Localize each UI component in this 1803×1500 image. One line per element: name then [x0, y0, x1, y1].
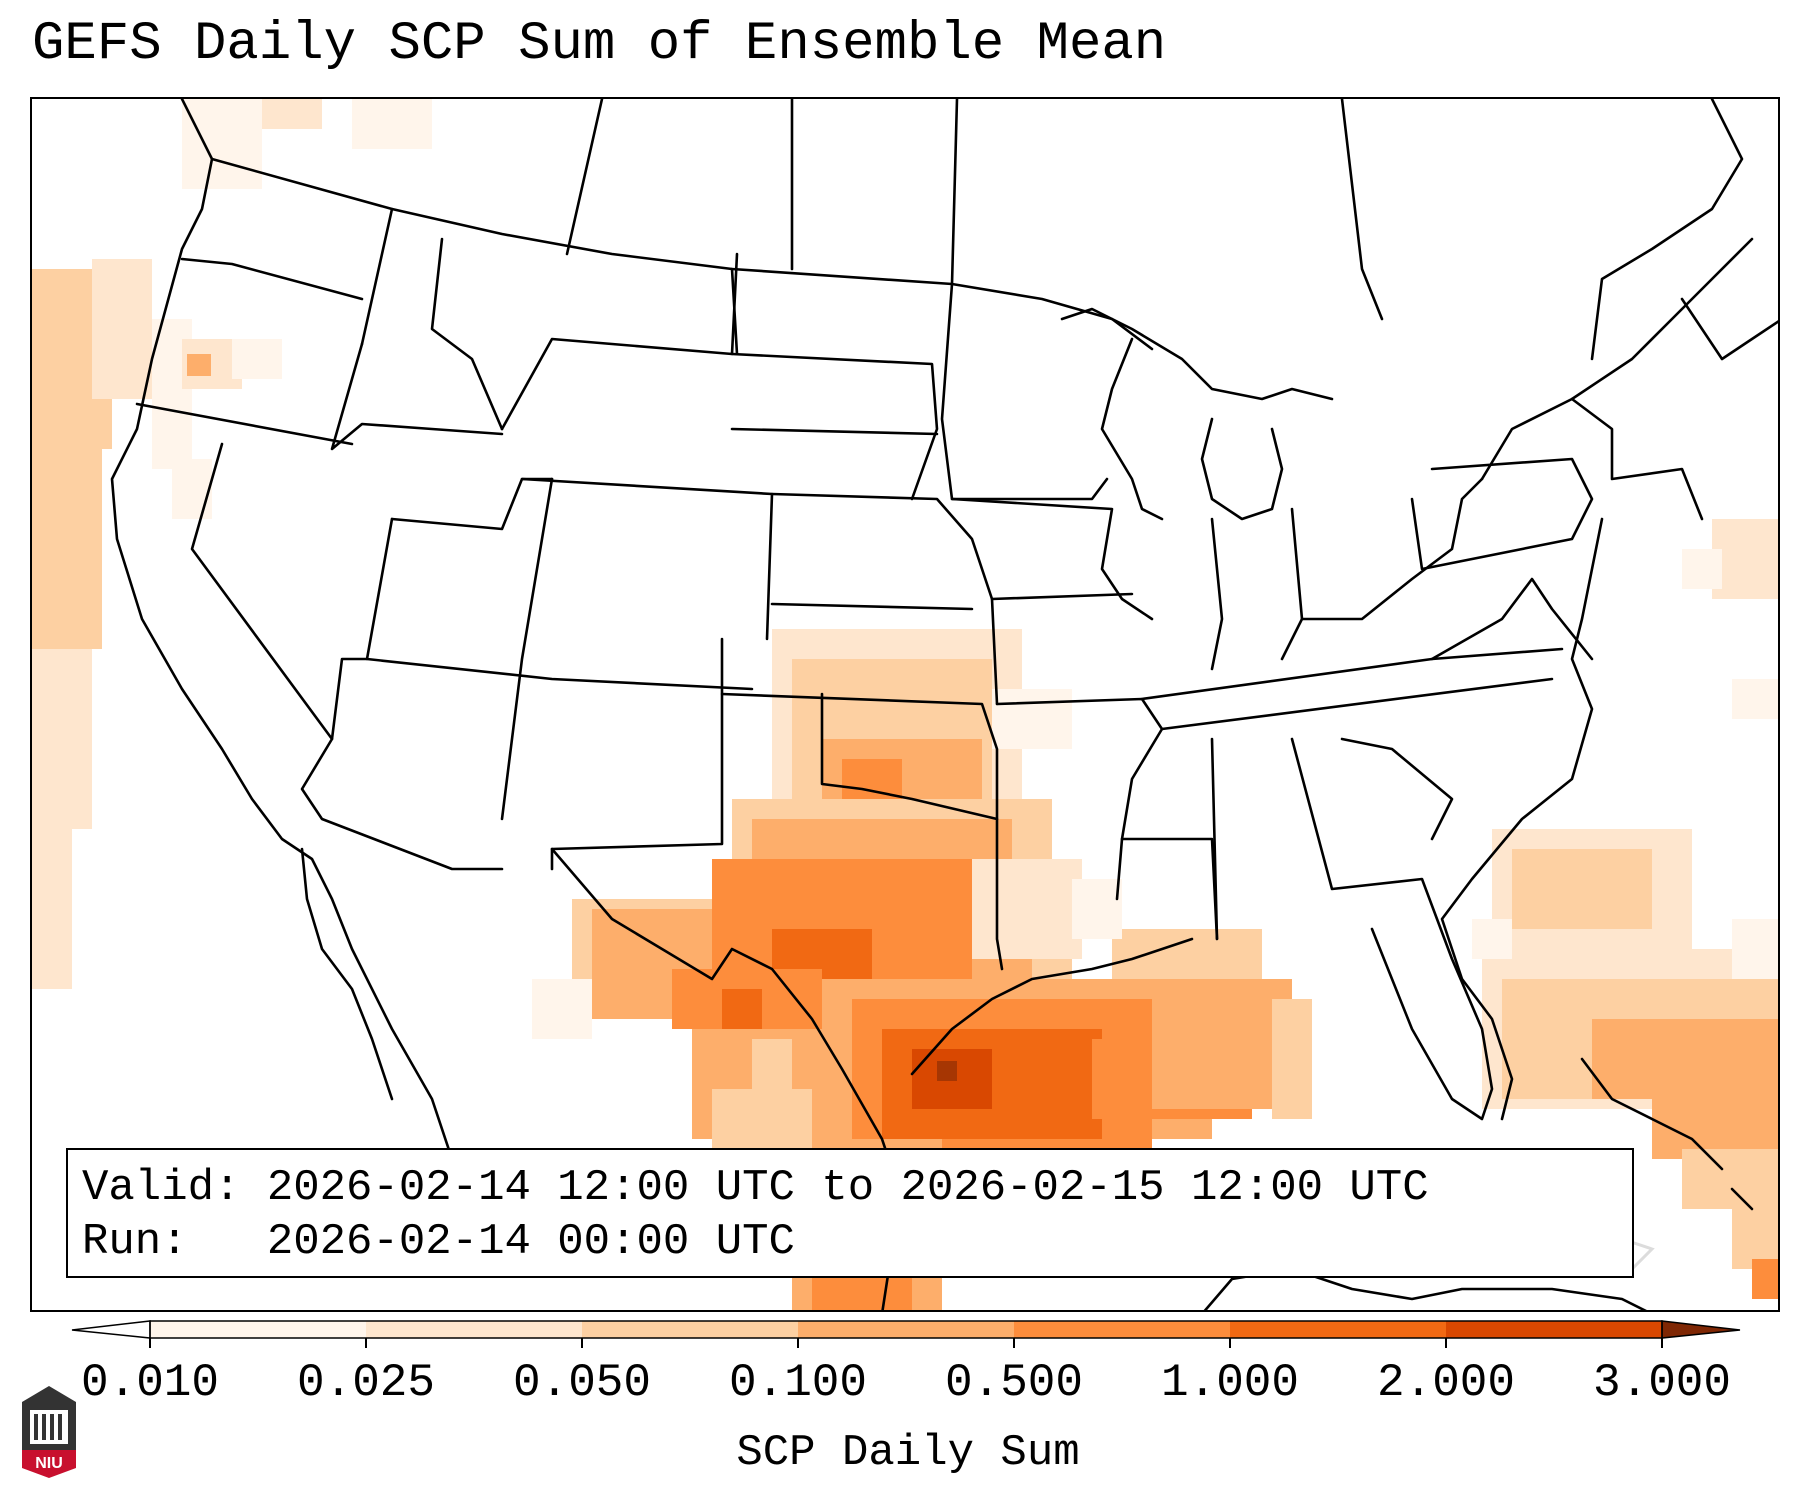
validity-info-box: Valid: 2026-02-14 12:00 UTC to 2026-02-1… — [66, 1148, 1634, 1278]
colorbar-tick-label: 2.000 — [1376, 1357, 1516, 1409]
scp-field — [32, 99, 1778, 1310]
colorbar-segments — [150, 1321, 1663, 1338]
colorbar-tick-label: 0.500 — [944, 1357, 1084, 1409]
colorbar-tick-label: 0.100 — [728, 1357, 868, 1409]
niu-logo: NIU — [22, 1386, 76, 1478]
svg-text:NIU: NIU — [35, 1455, 63, 1472]
colorbar-segment — [798, 1321, 1015, 1338]
page-title: GEFS Daily SCP Sum of Ensemble Mean — [32, 14, 1167, 75]
run-time-text: Run: 2026-02-14 00:00 UTC — [82, 1217, 795, 1267]
colorbar-segment — [366, 1321, 583, 1338]
colorbar — [71, 1320, 1741, 1348]
colorbar-frame — [149, 1320, 1663, 1339]
colorbar-segment — [1014, 1321, 1231, 1338]
colorbar-extend-high — [1661, 1320, 1741, 1339]
valid-time-text: Valid: 2026-02-14 12:00 UTC to 2026-02-1… — [82, 1163, 1429, 1213]
colorbar-label: SCP Daily Sum — [736, 1428, 1080, 1478]
colorbar-segment — [1446, 1321, 1663, 1338]
map-canvas — [32, 99, 1778, 1310]
colorbar-tick-label: 3.000 — [1592, 1357, 1732, 1409]
map-panel — [30, 97, 1780, 1312]
colorbar-tick-label: 0.010 — [80, 1357, 220, 1409]
colorbar-segment — [1230, 1321, 1447, 1338]
map-borders — [110, 99, 1778, 1310]
colorbar-tick-label: 0.025 — [296, 1357, 436, 1409]
colorbar-segment — [582, 1321, 799, 1338]
colorbar-tick-label: 1.000 — [1160, 1357, 1300, 1409]
colorbar-segment — [150, 1321, 367, 1338]
colorbar-extend-low — [71, 1320, 151, 1339]
colorbar-tick-label: 0.050 — [512, 1357, 652, 1409]
colorbar-ticks — [149, 1338, 1663, 1348]
